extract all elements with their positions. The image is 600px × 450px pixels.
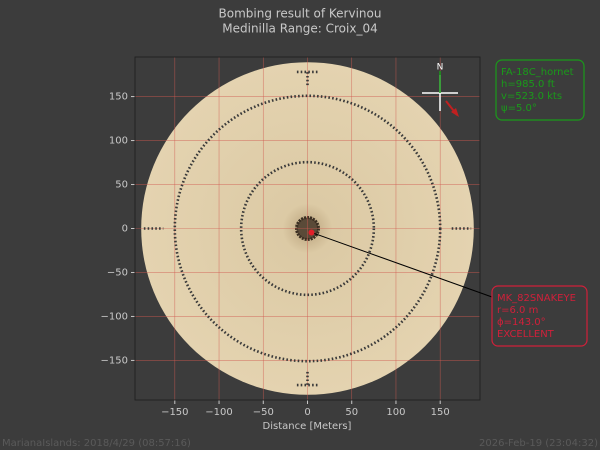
weapon_box-line: r=6.0 m (497, 305, 538, 316)
x-tick-label: −50 (253, 407, 274, 418)
y-tick-label: −150 (101, 355, 128, 366)
impact-point (308, 229, 315, 236)
compass-label: N (437, 63, 444, 73)
footer-right: 2026-Feb-19 (23:04:32) (479, 438, 598, 449)
footer-left: MarianaIslands: 2018/4/29 (08:57:16) (2, 438, 191, 449)
aircraft_box-line: FA-18C_hornet (501, 67, 574, 78)
aircraft_box-line: h=985.0 ft (501, 79, 555, 90)
x-tick-label: −150 (161, 407, 188, 418)
aircraft_box-line: ψ=5.0° (501, 103, 537, 114)
weapon_box-frame (491, 285, 588, 347)
weapon_box-line: ϕ=143.0° (497, 317, 546, 328)
heading-arrow-head (451, 108, 459, 117)
y-tick-label: 0 (122, 224, 128, 235)
weapon_box-line: EXCELLENT (497, 329, 555, 340)
aircraft_box-line: v=523.0 kts (501, 91, 562, 102)
leader-line (311, 231, 493, 298)
x-tick-label: −100 (205, 407, 232, 418)
x-axis-label: Distance [Meters] (263, 421, 352, 432)
axes-frame (134, 56, 481, 401)
x-tick-label: 50 (345, 407, 358, 418)
ring (173, 94, 442, 363)
y-tick-label: −50 (107, 267, 128, 278)
plot (135, 57, 480, 400)
ring (239, 160, 376, 297)
y-tick-label: 50 (115, 180, 128, 191)
x-tick-label: 100 (386, 407, 405, 418)
y-tick-label: 100 (109, 136, 128, 147)
x-tick-label: 150 (431, 407, 450, 418)
chart-subtitle: Medinilla Range: Croix_04 (222, 22, 377, 36)
weapon_box-line: MK_82SNAKEYE (497, 293, 576, 304)
y-tick-label: −100 (101, 311, 128, 322)
aircraft_box-frame (495, 59, 585, 121)
y-tick-label: 150 (109, 92, 128, 103)
x-tick-label: 0 (304, 407, 310, 418)
chart-title: Bombing result of Kervinou (219, 7, 382, 21)
